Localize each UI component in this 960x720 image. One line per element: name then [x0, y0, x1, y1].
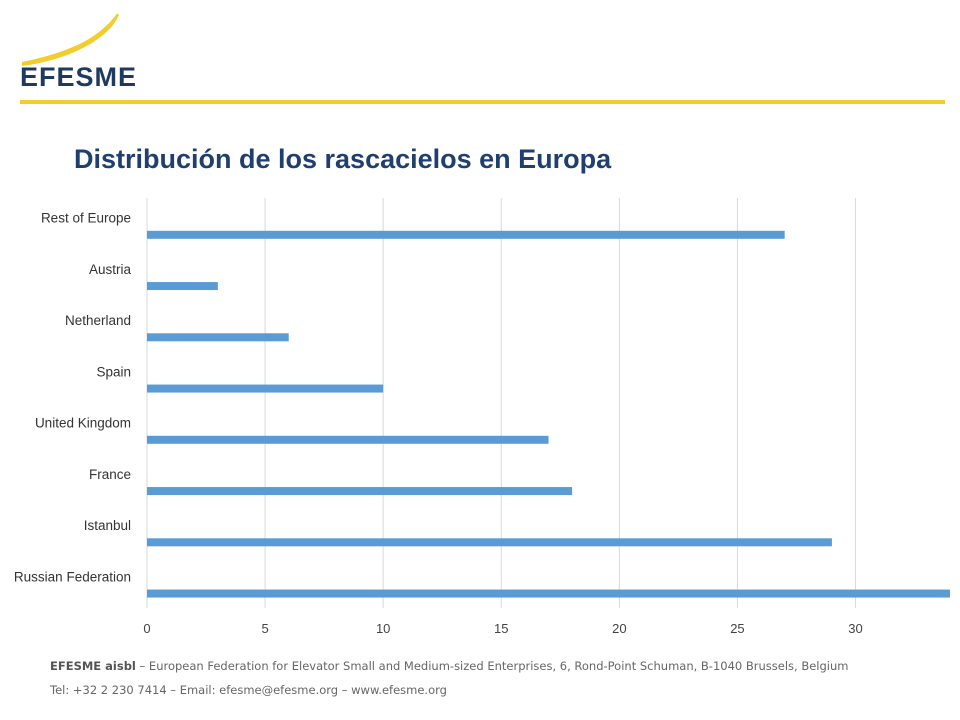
- x-tick-label: 20: [612, 621, 626, 636]
- category-label: Rest of Europe: [41, 211, 131, 226]
- header-rule: [20, 100, 945, 104]
- grid-layer: [146, 198, 857, 608]
- bar: [147, 538, 832, 547]
- category-label: France: [89, 467, 131, 482]
- category-label: Netherland: [65, 313, 131, 328]
- x-tick-label: 30: [848, 621, 862, 636]
- footer-contact: Tel: +32 2 230 7414 – Email: efesme@efes…: [50, 683, 447, 697]
- category-label: Russian Federation: [14, 569, 131, 584]
- bar-chart: Rest of Europe Austria Netherland Spain Unit…: [14, 198, 950, 636]
- x-tick-label: 5: [261, 621, 268, 636]
- bar: [147, 435, 549, 444]
- x-tick-label: 25: [730, 621, 744, 636]
- footer-address: – European Federation for Elevator Small…: [135, 659, 849, 673]
- x-tick-label: 10: [376, 621, 390, 636]
- footer-line-1: EFESME aisbl – European Federation for E…: [50, 659, 848, 673]
- bar-layer: [147, 230, 950, 598]
- page-title: Distribución de los rascacielos en Europ…: [74, 144, 612, 174]
- footer-org-name: EFESME aisbl: [50, 659, 136, 673]
- efesme-logo-arc: [21, 13, 119, 66]
- x-tick-label: 0: [143, 621, 150, 636]
- bar: [147, 589, 950, 598]
- category-label: Austria: [89, 262, 132, 277]
- category-label: Spain: [96, 364, 131, 379]
- bar: [147, 384, 384, 393]
- bar: [147, 230, 785, 239]
- category-label-layer: Rest of Europe Austria Netherland Spain Unit…: [14, 211, 132, 585]
- bar: [147, 282, 218, 291]
- tick-label-layer: 0 5 10 15 20 25 30: [143, 621, 862, 636]
- bar: [147, 333, 289, 342]
- category-label: United Kingdom: [35, 416, 131, 431]
- logo-text: EFESME: [20, 62, 138, 92]
- bar: [147, 487, 573, 496]
- x-tick-label: 15: [494, 621, 508, 636]
- category-label: Istanbul: [84, 518, 131, 533]
